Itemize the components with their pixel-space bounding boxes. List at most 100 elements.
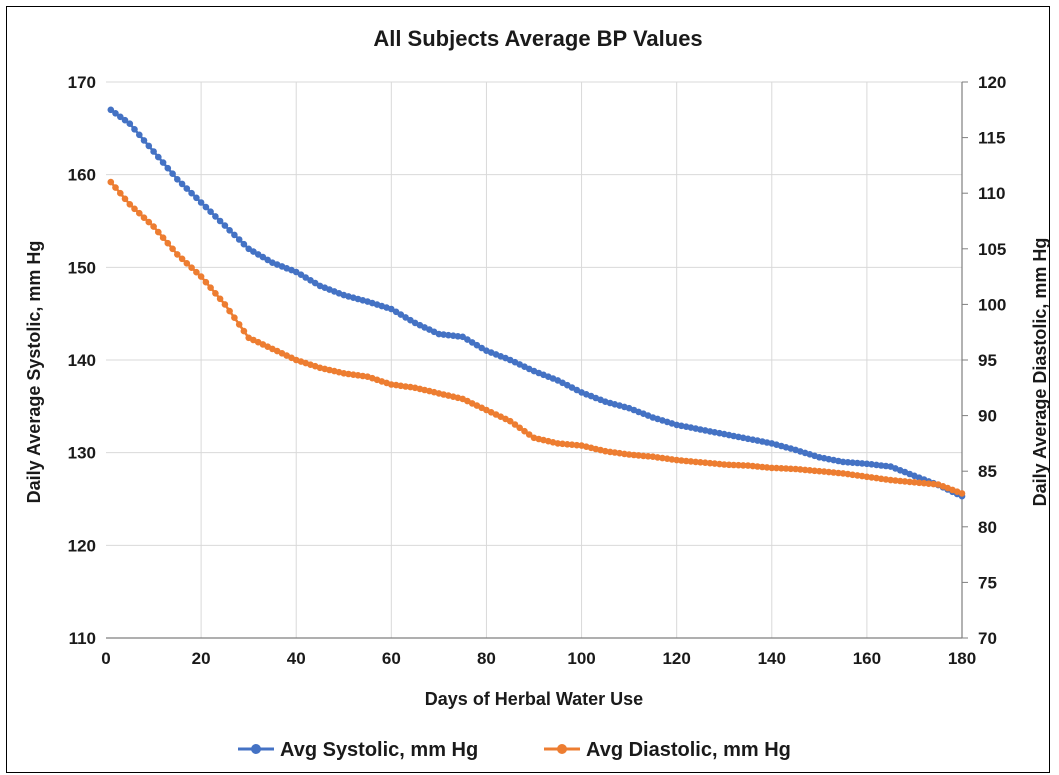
- systolic-series: [107, 106, 966, 500]
- diastolic-point: [212, 290, 219, 297]
- diastolic-point: [117, 189, 124, 197]
- diastolic-point: [511, 421, 519, 428]
- systolic-point: [231, 231, 238, 239]
- diastolic-point: [901, 478, 909, 485]
- systolic-point: [174, 176, 181, 183]
- diastolic-point: [697, 459, 704, 466]
- x-tick-label: 0: [101, 649, 110, 668]
- systolic-point: [216, 217, 224, 225]
- diastolic-point: [202, 278, 210, 286]
- systolic-point: [868, 461, 875, 468]
- x-axis-label: Days of Herbal Water Use: [425, 689, 643, 709]
- diastolic-point: [797, 466, 804, 473]
- legend: Avg Systolic, mm Hg Avg Diastolic, mm Hg: [238, 739, 791, 761]
- diastolic-point: [207, 284, 214, 292]
- diastolic-point: [126, 201, 134, 208]
- systolic-point: [473, 341, 481, 349]
- diastolic-point: [178, 255, 186, 263]
- diastolic-point: [402, 383, 409, 390]
- diastolic-point: [169, 245, 176, 253]
- diastolic-point: [816, 467, 823, 475]
- diastolic-point: [240, 327, 248, 335]
- systolic-point: [445, 331, 452, 339]
- systolic-point: [193, 194, 200, 202]
- diastolic-point: [915, 479, 923, 487]
- diastolic-point: [388, 381, 395, 388]
- systolic-point: [302, 274, 310, 281]
- diastolic-point: [174, 251, 181, 258]
- systolic-point: [107, 106, 115, 114]
- systolic-point: [388, 305, 395, 313]
- diastolic-point: [150, 223, 157, 230]
- x-tick-label: 140: [758, 649, 786, 668]
- legend-systolic-label: Avg Systolic, mm Hg: [280, 739, 478, 761]
- systolic-point: [140, 137, 148, 144]
- left-y-tick-label: 120: [68, 536, 96, 555]
- right-y-axis-label: Daily Average Diastolic, mm Hg: [1030, 238, 1050, 507]
- left-y-tick-label: 160: [68, 166, 96, 185]
- diastolic-point: [773, 464, 780, 472]
- diastolic-point: [164, 239, 172, 247]
- diastolic-point: [525, 431, 533, 438]
- systolic-point: [250, 248, 257, 255]
- right-y-ticks: 70 75 80 85 90 95 100 105 110 115 120: [978, 73, 1006, 648]
- right-y-tick-label: 80: [978, 518, 997, 537]
- diastolic-point: [183, 260, 191, 267]
- x-tick-label: 40: [287, 649, 306, 668]
- systolic-point: [112, 110, 119, 117]
- right-y-tick-label: 90: [978, 407, 997, 426]
- diastolic-point: [516, 424, 523, 432]
- diastolic-point: [112, 184, 119, 191]
- x-tick-label: 20: [192, 649, 211, 668]
- systolic-point: [849, 459, 856, 467]
- systolic-point: [464, 336, 471, 343]
- systolic-point: [440, 331, 447, 338]
- diastolic-point: [140, 214, 148, 221]
- left-y-axis-label: Daily Average Systolic, mm Hg: [24, 241, 44, 504]
- diastolic-point: [911, 479, 918, 486]
- diastolic-point: [506, 417, 514, 425]
- left-y-tick-label: 130: [68, 444, 96, 463]
- diastolic-point: [925, 480, 932, 488]
- diastolic-series: [107, 178, 966, 497]
- systolic-point: [207, 208, 214, 215]
- systolic-point: [402, 314, 409, 321]
- legend-diastolic-label: Avg Diastolic, mm Hg: [586, 739, 791, 761]
- systolic-point: [235, 236, 243, 243]
- diastolic-point: [730, 461, 737, 469]
- diastolic-point: [787, 465, 795, 473]
- diastolic-point: [644, 453, 652, 460]
- right-y-tick-label: 120: [978, 73, 1006, 92]
- right-y-tick-label: 70: [978, 629, 997, 648]
- systolic-point: [155, 153, 162, 161]
- diastolic-point: [136, 209, 143, 217]
- systolic-point: [397, 311, 405, 318]
- diastolic-point: [849, 471, 856, 479]
- systolic-point: [882, 462, 890, 470]
- diastolic-point: [678, 457, 685, 464]
- systolic-point: [136, 131, 143, 139]
- diastolic-point: [193, 268, 200, 276]
- diastolic-point: [155, 228, 162, 236]
- left-y-tick-label: 150: [68, 258, 96, 277]
- right-y-tick-label: 110: [978, 184, 1005, 203]
- series-group: [107, 106, 966, 500]
- diastolic-point: [778, 465, 785, 472]
- diastolic-point: [226, 307, 233, 315]
- legend-systolic-marker: [251, 744, 261, 754]
- systolic-point: [178, 180, 186, 188]
- systolic-point: [188, 189, 195, 197]
- systolic-point: [126, 120, 134, 127]
- diastolic-point: [659, 454, 666, 462]
- diastolic-point: [635, 452, 642, 459]
- right-y-tick-label: 115: [978, 129, 1005, 148]
- diastolic-point: [573, 441, 581, 449]
- diastolic-point: [216, 295, 224, 303]
- systolic-point: [259, 253, 267, 261]
- diastolic-point: [107, 178, 115, 186]
- diastolic-point: [221, 301, 229, 308]
- x-tick-label: 120: [662, 649, 690, 668]
- right-y-tick-label: 100: [978, 295, 1006, 314]
- left-y-tick-label: 110: [69, 629, 96, 648]
- systolic-point: [873, 461, 880, 469]
